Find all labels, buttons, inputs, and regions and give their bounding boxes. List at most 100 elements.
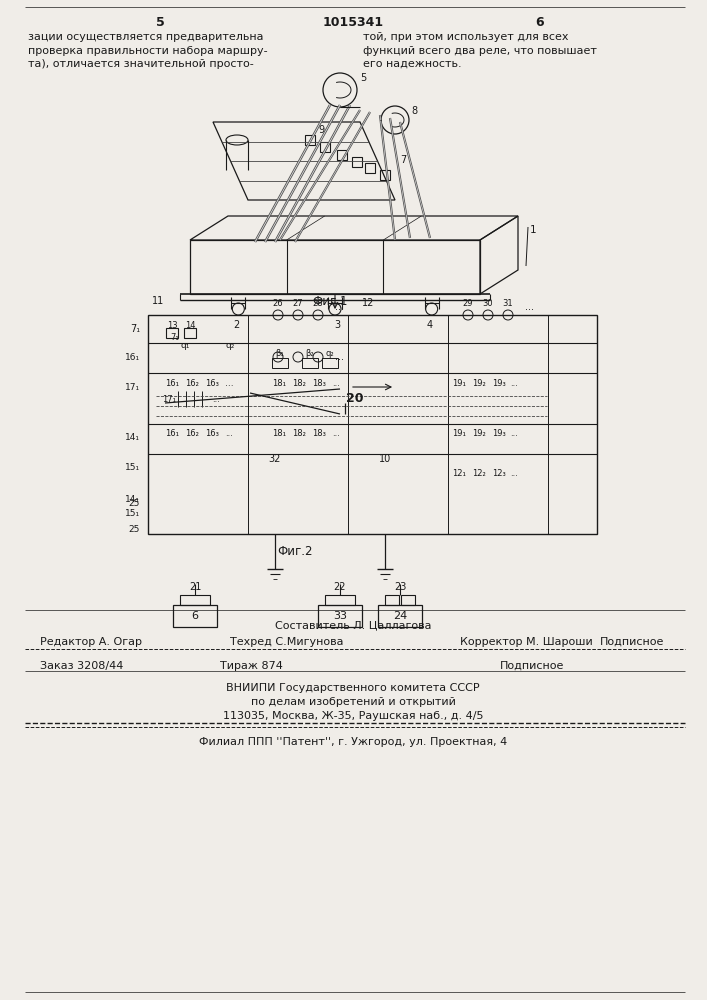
Text: 16₁: 16₁ (165, 430, 179, 438)
Bar (148, 315, 597, 534)
Text: 25: 25 (129, 499, 140, 508)
Text: 32: 32 (269, 454, 281, 464)
Text: 12₃: 12₃ (492, 470, 506, 479)
Bar (302, 358, 318, 368)
Text: 19₂: 19₂ (472, 430, 486, 438)
Bar (401, 595, 415, 605)
Text: его надежность.: его надежность. (363, 59, 462, 69)
Bar (365, 163, 375, 173)
Text: 1: 1 (530, 225, 537, 235)
Text: 22: 22 (334, 582, 346, 592)
Bar (318, 605, 362, 627)
Text: 16₃: 16₃ (205, 430, 219, 438)
Text: β₁: β₁ (276, 350, 284, 359)
Text: 7: 7 (400, 155, 407, 165)
Text: 14₁: 14₁ (125, 434, 140, 442)
Text: 15₁: 15₁ (125, 510, 140, 518)
Text: 18₁: 18₁ (272, 430, 286, 438)
Text: 19₁: 19₁ (452, 430, 466, 438)
Text: 29: 29 (463, 298, 473, 308)
Text: Фиг.1: Фиг.1 (312, 295, 348, 308)
Text: 7₁: 7₁ (130, 324, 140, 334)
Text: 16₁: 16₁ (165, 378, 179, 387)
Text: ...: ... (332, 378, 340, 387)
Text: Тираж 874: Тираж 874 (220, 661, 283, 671)
Text: 10: 10 (379, 454, 391, 464)
Text: Филиал ППП ''Патент'', г. Ужгород, ул. Проектная, 4: Филиал ППП ''Патент'', г. Ужгород, ул. П… (199, 737, 507, 747)
Bar (184, 328, 196, 338)
Text: ...: ... (336, 352, 344, 362)
Text: Редактор А. Огар: Редактор А. Огар (40, 637, 142, 647)
Text: 12₂: 12₂ (472, 470, 486, 479)
Text: 18₃: 18₃ (312, 378, 326, 387)
Text: ...: ... (510, 470, 518, 479)
Bar (322, 358, 338, 368)
Text: той, при этом использует для всех: той, при этом использует для всех (363, 32, 568, 42)
Bar (385, 595, 399, 605)
Text: 6: 6 (192, 611, 199, 621)
Text: ...: ... (225, 430, 233, 438)
Text: по делам изобретений и открытий: по делам изобретений и открытий (250, 697, 455, 707)
Text: 9: 9 (318, 125, 324, 135)
Text: q₁: q₁ (180, 341, 189, 350)
Text: 27: 27 (293, 298, 303, 308)
Text: 5: 5 (156, 16, 164, 29)
Text: ...: ... (332, 430, 340, 438)
Bar (380, 170, 390, 180)
Text: ВНИИПИ Государственного комитета СССР: ВНИИПИ Государственного комитета СССР (226, 683, 480, 693)
Text: 17₁: 17₁ (162, 394, 176, 403)
Text: Фиг.2: Фиг.2 (277, 545, 312, 558)
Text: 18₁: 18₁ (272, 378, 286, 387)
Bar (378, 605, 422, 627)
Text: 28: 28 (312, 298, 323, 308)
Text: 5: 5 (360, 73, 366, 83)
Text: ...: ... (510, 378, 518, 387)
Text: 21: 21 (189, 582, 201, 592)
Text: 33: 33 (333, 611, 347, 621)
Text: та), отличается значительной просто-: та), отличается значительной просто- (28, 59, 254, 69)
Bar (337, 150, 347, 160)
Text: 6: 6 (536, 16, 544, 29)
Text: проверка правильности набора маршру-: проверка правильности набора маршру- (28, 45, 268, 55)
Text: 30: 30 (483, 298, 493, 308)
Text: Подписное: Подписное (500, 661, 564, 671)
Text: 19₁: 19₁ (452, 378, 466, 387)
Text: 15₁: 15₁ (125, 464, 140, 473)
Bar (190, 240, 480, 294)
Text: 24: 24 (393, 611, 407, 621)
Text: 26: 26 (273, 298, 284, 308)
Text: 12₁: 12₁ (452, 470, 466, 479)
Bar (305, 135, 315, 145)
Text: 113035, Москва, Ж-35, Раушская наб., д. 4/5: 113035, Москва, Ж-35, Раушская наб., д. … (223, 711, 484, 721)
Text: 1015341: 1015341 (322, 16, 384, 29)
Text: 12: 12 (362, 298, 374, 308)
Text: ...: ... (525, 302, 534, 312)
Text: q₂: q₂ (326, 350, 334, 359)
Text: ...: ... (225, 378, 233, 387)
Text: ...: ... (510, 430, 518, 438)
Text: 14: 14 (185, 320, 195, 330)
Text: 23: 23 (394, 582, 407, 592)
Text: 19₃: 19₃ (492, 378, 506, 387)
Text: 14₁: 14₁ (125, 494, 140, 504)
Text: Заказ 3208/44: Заказ 3208/44 (40, 661, 124, 671)
Text: Подписное: Подписное (600, 637, 665, 647)
Text: 3: 3 (334, 320, 340, 330)
Bar (173, 605, 217, 627)
Text: 18₂: 18₂ (292, 430, 306, 438)
Text: Техред С.Мигунова: Техред С.Мигунова (230, 637, 344, 647)
Text: 8: 8 (411, 106, 417, 116)
Text: Составитель Л. Цаллагова: Составитель Л. Цаллагова (275, 620, 431, 630)
Text: 25: 25 (129, 524, 140, 534)
Text: Корректор М. Шароши: Корректор М. Шароши (460, 637, 592, 647)
Bar (325, 595, 355, 605)
Text: 4: 4 (426, 320, 433, 330)
Text: 16₁: 16₁ (125, 353, 140, 361)
Text: 13: 13 (167, 320, 177, 330)
Text: 31: 31 (503, 298, 513, 308)
Text: 16₂: 16₂ (185, 378, 199, 387)
Text: 2: 2 (233, 320, 240, 330)
Bar (166, 328, 178, 338)
Text: 19₂: 19₂ (472, 378, 486, 387)
Text: ...: ... (336, 302, 344, 312)
